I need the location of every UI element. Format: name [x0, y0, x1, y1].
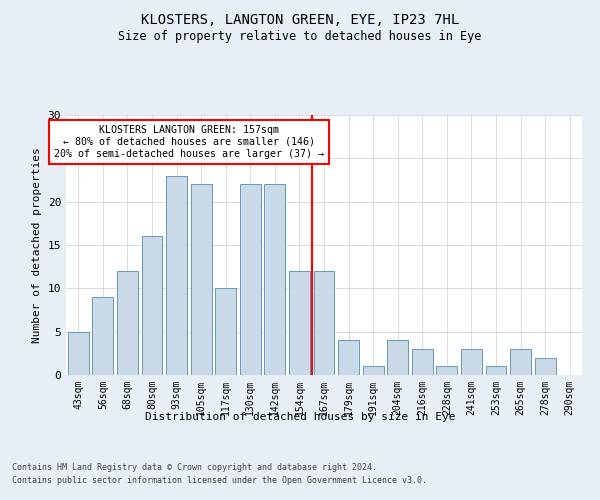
Bar [142, 236, 163, 375]
Text: Distribution of detached houses by size in Eye: Distribution of detached houses by size … [145, 412, 455, 422]
Bar [485, 366, 506, 375]
Bar [240, 184, 261, 375]
Bar [436, 366, 457, 375]
Bar [387, 340, 408, 375]
Text: Contains HM Land Registry data © Crown copyright and database right 2024.: Contains HM Land Registry data © Crown c… [12, 462, 377, 471]
Bar [412, 349, 433, 375]
Bar [289, 271, 310, 375]
Text: KLOSTERS, LANGTON GREEN, EYE, IP23 7HL: KLOSTERS, LANGTON GREEN, EYE, IP23 7HL [141, 12, 459, 26]
Bar [510, 349, 531, 375]
Bar [535, 358, 556, 375]
Bar [92, 297, 113, 375]
Bar [461, 349, 482, 375]
Bar [117, 271, 138, 375]
Bar [215, 288, 236, 375]
Bar [68, 332, 89, 375]
Y-axis label: Number of detached properties: Number of detached properties [32, 147, 42, 343]
Text: Contains public sector information licensed under the Open Government Licence v3: Contains public sector information licen… [12, 476, 427, 485]
Bar [166, 176, 187, 375]
Bar [191, 184, 212, 375]
Bar [314, 271, 334, 375]
Text: KLOSTERS LANGTON GREEN: 157sqm
← 80% of detached houses are smaller (146)
20% of: KLOSTERS LANGTON GREEN: 157sqm ← 80% of … [54, 126, 324, 158]
Bar [265, 184, 286, 375]
Text: Size of property relative to detached houses in Eye: Size of property relative to detached ho… [118, 30, 482, 43]
Bar [362, 366, 383, 375]
Bar [338, 340, 359, 375]
